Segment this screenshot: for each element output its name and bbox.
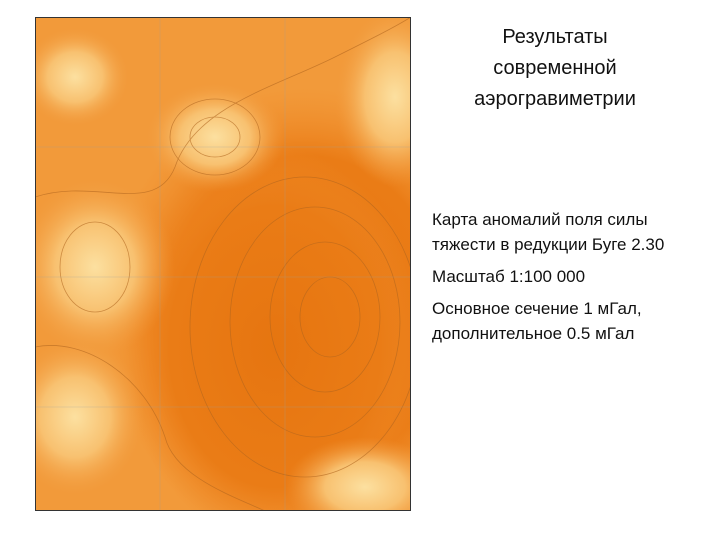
description: Карта аномалий поля силы тяжести в редук… bbox=[432, 207, 687, 353]
slide-title: Результаты современной аэрогравиметрии bbox=[474, 26, 636, 110]
contour-interval: Основное сечение 1 мГал, дополнительное … bbox=[432, 299, 642, 343]
gravity-map bbox=[35, 17, 411, 511]
map-scale: Масштаб 1:100 000 bbox=[432, 267, 586, 286]
map-caption: Карта аномалий поля силы тяжести в редук… bbox=[432, 210, 665, 254]
